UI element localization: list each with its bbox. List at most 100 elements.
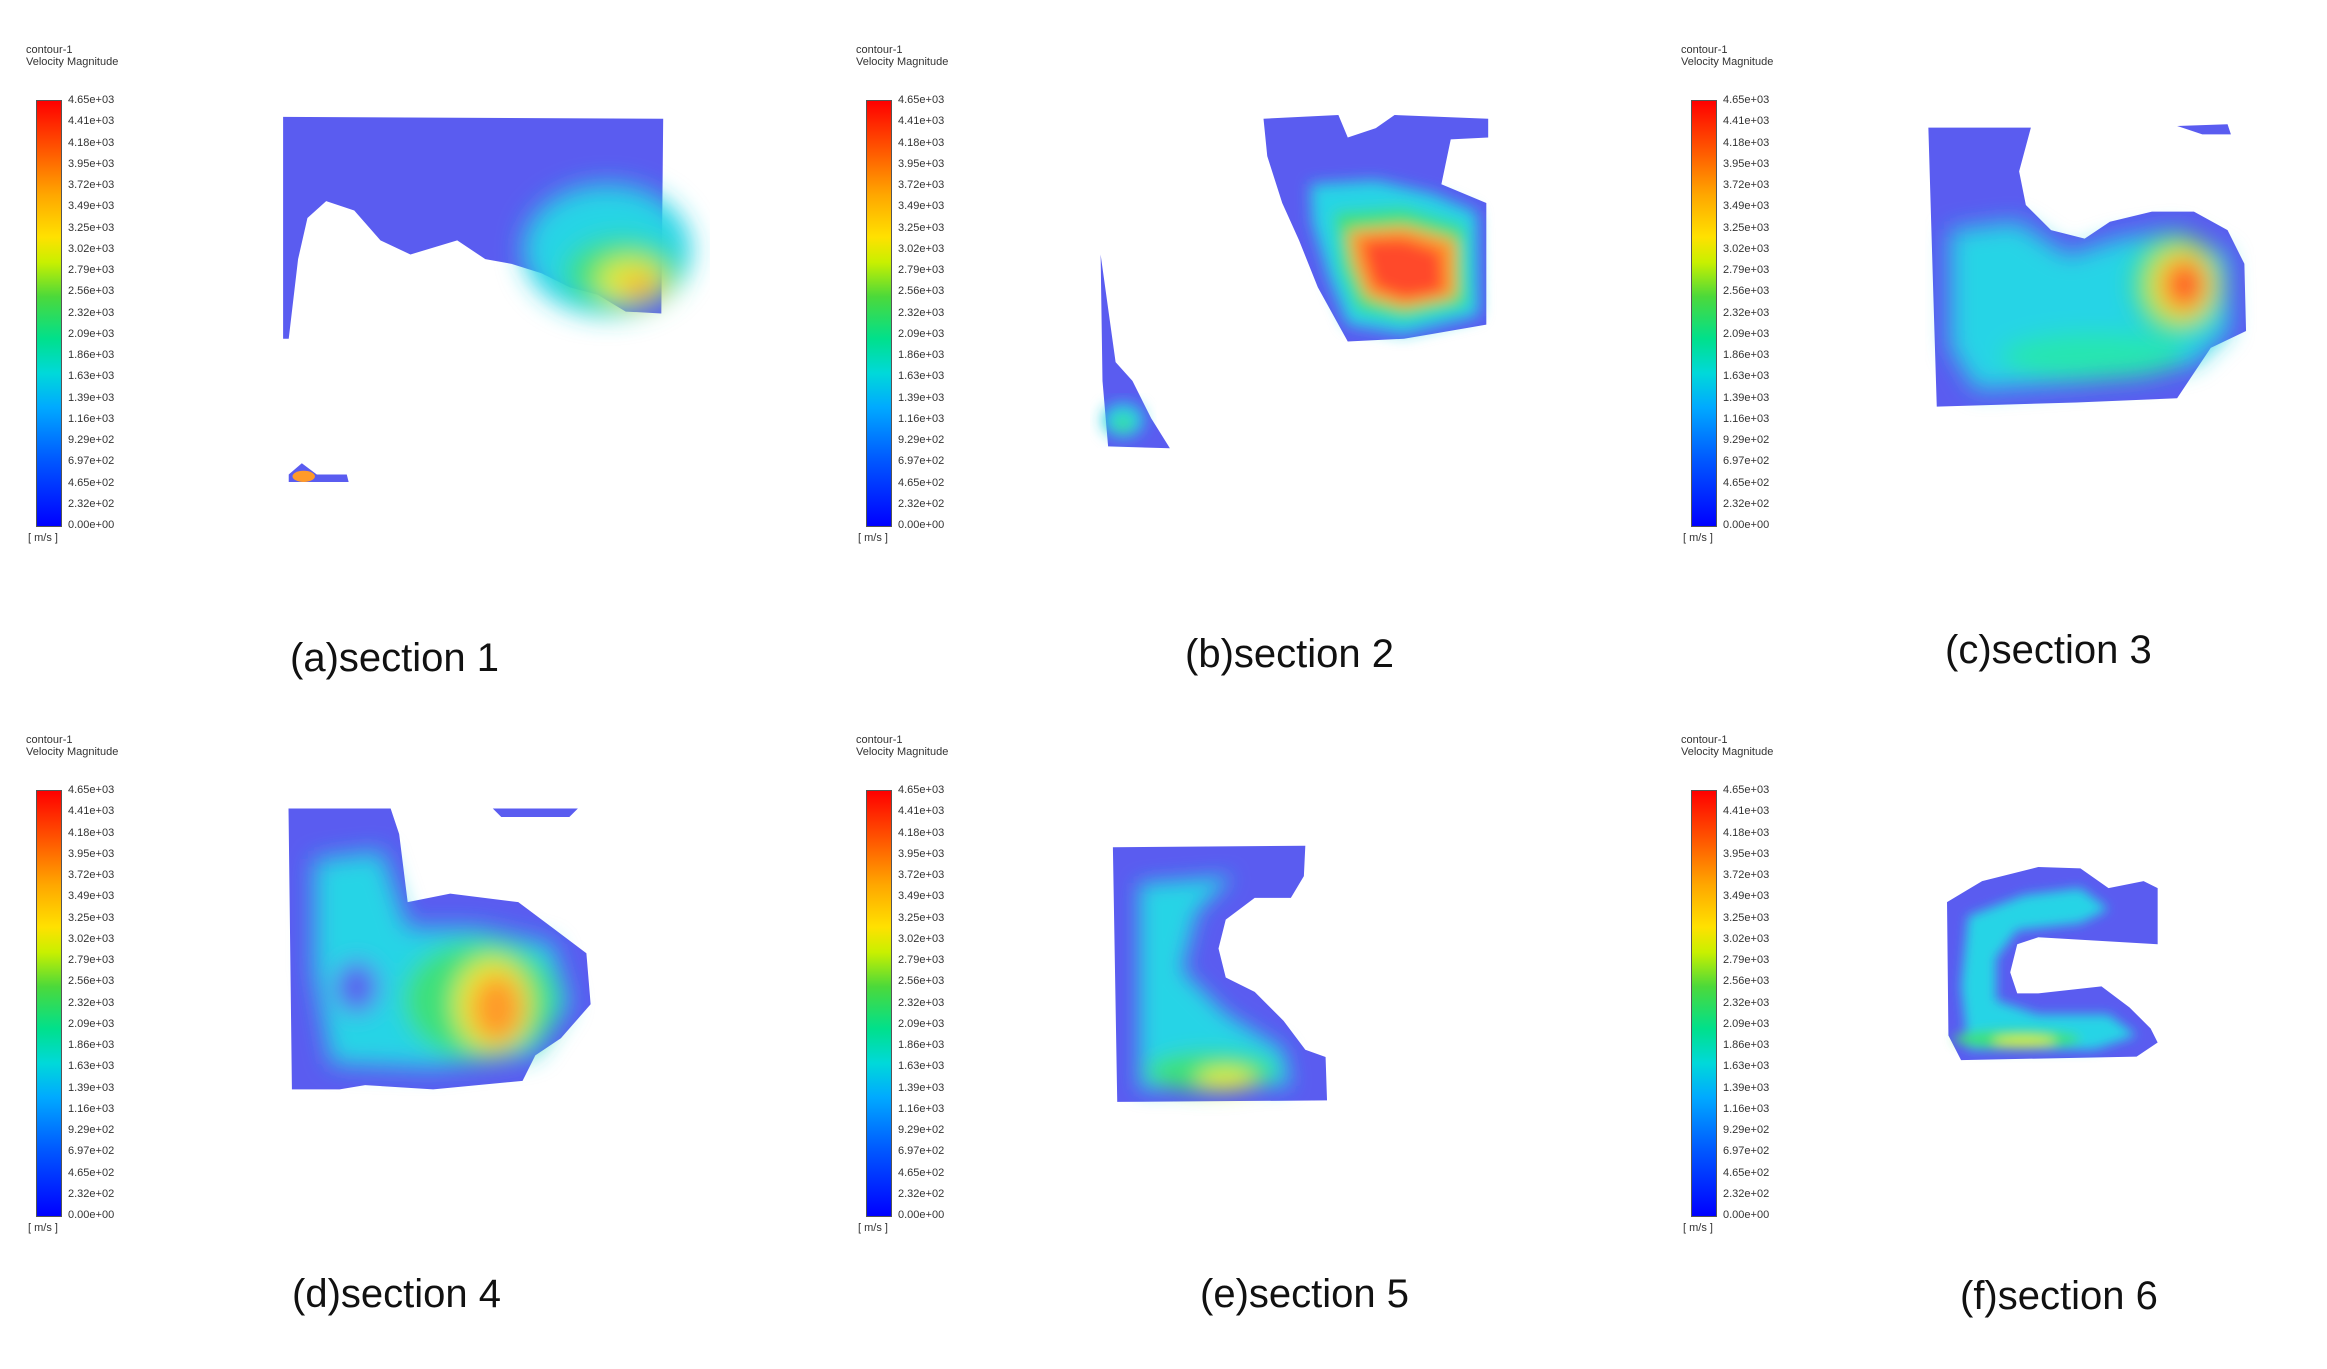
colorbar-tick-label: 2.32e+02 xyxy=(898,1187,945,1200)
colorbar-tick-label: 4.65e+03 xyxy=(1723,784,1770,796)
legend-unit: [ m/s ] xyxy=(858,532,888,544)
colorbar-tick-label: 4.41e+03 xyxy=(898,115,945,128)
colorbar-tick-label: 1.63e+03 xyxy=(898,370,945,383)
colorbar-tick-label: 3.72e+03 xyxy=(68,179,115,191)
colorbar-tick-label: 6.97e+02 xyxy=(1723,1145,1770,1158)
colorbar-tick-label: 2.79e+03 xyxy=(68,954,115,966)
colorbar-tick-label: 1.16e+03 xyxy=(68,412,115,425)
colorbar-ticks: 4.65e+03 4.41e+03 4.18e+03 3.95e+03 3.72e+03… xyxy=(898,784,988,1221)
colorbar-tick-label: 1.39e+03 xyxy=(1723,1081,1770,1094)
legend-unit: [ m/s ] xyxy=(1683,1222,1713,1234)
caption-section-6: (f)section 6 xyxy=(1960,1274,2158,1318)
caption-section-4: (d)section 4 xyxy=(292,1272,501,1316)
colorbar-tick-label: 1.16e+03 xyxy=(898,1102,945,1115)
colorbar-tick-label: 4.65e+02 xyxy=(898,1166,945,1179)
colorbar-tick-label: 2.79e+03 xyxy=(898,954,945,966)
colorbar-tick-label: 3.25e+03 xyxy=(68,911,115,924)
legend-title-line2: Velocity Magnitude xyxy=(1681,56,1774,68)
colorbar-tick-label: 4.18e+03 xyxy=(68,826,115,839)
colorbar-tick-label: 3.95e+03 xyxy=(1723,847,1770,860)
colorbar-tick-label: 3.25e+03 xyxy=(1723,221,1770,234)
colorbar-tick-label: 1.39e+03 xyxy=(68,391,115,404)
panel-d: contour-1 Velocity Magnitude 4.65e+03 4.4… xyxy=(0,690,775,1369)
colorbar-tick-label: 1.86e+03 xyxy=(68,1039,115,1051)
colorbar-tick-label: 9.29e+02 xyxy=(898,434,945,446)
legend-header: contour-1 Velocity Magnitude xyxy=(856,44,948,68)
legend-title-line2: Velocity Magnitude xyxy=(26,56,119,68)
legend-unit: [ m/s ] xyxy=(858,1222,888,1234)
colorbar xyxy=(1691,790,1717,1217)
legend-header: contour-1 Velocity Magnitude xyxy=(856,734,948,758)
colorbar-tick-label: 3.95e+03 xyxy=(68,847,115,860)
colorbar-tick-label: 9.29e+02 xyxy=(1723,434,1770,446)
legend-unit: [ m/s ] xyxy=(28,1222,58,1234)
colorbar-tick-label: 1.63e+03 xyxy=(898,1060,945,1073)
legend-title-line1: contour-1 xyxy=(1681,734,1728,746)
colorbar-tick-label: 3.49e+03 xyxy=(1723,890,1770,903)
colorbar-tick-label: 2.79e+03 xyxy=(1723,264,1770,276)
panel-b: contour-1 Velocity Magnitude 4.65e+03 4.4… xyxy=(830,0,1605,679)
colorbar-tick-label: 0.00e+00 xyxy=(1723,519,1770,531)
contour-plot-section-2 xyxy=(1100,114,1489,449)
colorbar-tick-label: 2.09e+03 xyxy=(1723,1017,1770,1030)
colorbar-tick-label: 6.97e+02 xyxy=(1723,455,1770,468)
legend-title-line1: contour-1 xyxy=(856,734,903,746)
colorbar-tick-label: 3.02e+03 xyxy=(68,242,115,255)
colorbar-tick-label: 2.09e+03 xyxy=(898,327,945,340)
colorbar-tick-label: 2.32e+02 xyxy=(898,497,945,510)
colorbar-tick-label: 2.32e+02 xyxy=(68,1187,115,1200)
colorbar-tick-label: 2.56e+03 xyxy=(1723,975,1770,988)
colorbar-tick-label: 3.72e+03 xyxy=(898,869,945,881)
colorbar-tick-label: 3.72e+03 xyxy=(68,869,115,881)
colorbar-tick-label: 3.02e+03 xyxy=(898,242,945,255)
colorbar-tick-label: 2.79e+03 xyxy=(1723,954,1770,966)
colorbar-tick-label: 6.97e+02 xyxy=(68,1145,115,1158)
colorbar-tick-label: 4.41e+03 xyxy=(1723,805,1770,818)
colorbar-tick-label: 4.65e+03 xyxy=(898,784,945,796)
colorbar-tick-label: 1.86e+03 xyxy=(898,1039,945,1051)
colorbar-tick-label: 2.56e+03 xyxy=(898,975,945,988)
caption-section-1: (a)section 1 xyxy=(290,636,499,680)
colorbar-ticks: 4.65e+03 4.41e+03 4.18e+03 3.95e+03 3.72e+03… xyxy=(68,784,158,1221)
colorbar-tick-label: 6.97e+02 xyxy=(898,455,945,468)
legend-title-line2: Velocity Magnitude xyxy=(26,746,119,758)
contour-plot-section-4 xyxy=(288,808,591,1090)
colorbar-tick-label: 0.00e+00 xyxy=(68,519,115,531)
colorbar-tick-label: 1.63e+03 xyxy=(1723,370,1770,383)
colorbar-tick-label: 1.16e+03 xyxy=(1723,1102,1770,1115)
legend-header: contour-1 Velocity Magnitude xyxy=(1681,44,1773,68)
colorbar-tick-label: 1.39e+03 xyxy=(898,391,945,404)
legend-title-line1: contour-1 xyxy=(26,734,73,746)
caption-section-2: (b)section 2 xyxy=(1185,632,1394,676)
legend-title-line1: contour-1 xyxy=(26,44,73,56)
colorbar-tick-label: 1.86e+03 xyxy=(1723,1039,1770,1051)
caption-section-3: (c)section 3 xyxy=(1945,628,2152,672)
colorbar-tick-label: 1.39e+03 xyxy=(898,1081,945,1094)
colorbar-tick-label: 4.18e+03 xyxy=(1723,136,1770,149)
colorbar-tick-label: 4.65e+03 xyxy=(1723,94,1770,106)
colorbar-tick-label: 6.97e+02 xyxy=(898,1145,945,1158)
colorbar-tick-label: 4.65e+03 xyxy=(68,94,115,106)
colorbar-tick-label: 3.25e+03 xyxy=(898,911,945,924)
colorbar-ticks: 4.65e+03 4.41e+03 4.18e+03 3.95e+03 3.72e+03… xyxy=(898,94,988,531)
colorbar-tick-label: 3.72e+03 xyxy=(1723,869,1770,881)
colorbar-tick-label: 2.32e+03 xyxy=(898,996,945,1009)
colorbar-tick-label: 0.00e+00 xyxy=(898,1209,945,1221)
colorbar-tick-label: 2.32e+03 xyxy=(898,306,945,319)
panel-e: contour-1 Velocity Magnitude 4.65e+03 4.4… xyxy=(830,690,1605,1369)
colorbar-tick-label: 3.72e+03 xyxy=(898,179,945,191)
colorbar-tick-label: 0.00e+00 xyxy=(68,1209,115,1221)
colorbar-tick-label: 1.39e+03 xyxy=(1723,391,1770,404)
colorbar-tick-label: 2.79e+03 xyxy=(898,264,945,276)
colorbar-tick-label: 2.56e+03 xyxy=(68,285,115,298)
colorbar-tick-label: 9.29e+02 xyxy=(898,1124,945,1136)
colorbar-tick-label: 2.56e+03 xyxy=(1723,285,1770,298)
colorbar-tick-label: 2.56e+03 xyxy=(68,975,115,988)
colorbar xyxy=(36,790,62,1217)
colorbar-tick-label: 2.32e+03 xyxy=(1723,996,1770,1009)
colorbar-tick-label: 4.18e+03 xyxy=(898,826,945,839)
colorbar-tick-label: 3.95e+03 xyxy=(1723,157,1770,170)
contour-plot-section-5 xyxy=(1112,845,1328,1102)
legend-title-line2: Velocity Magnitude xyxy=(856,746,949,758)
legend-header: contour-1 Velocity Magnitude xyxy=(26,44,118,68)
